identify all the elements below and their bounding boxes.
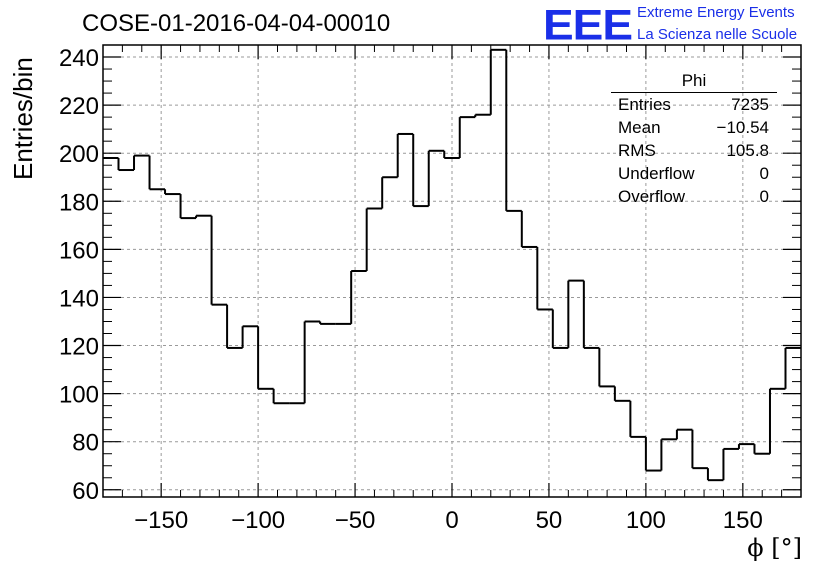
stat-value: 7235 xyxy=(731,95,769,114)
grid-lines xyxy=(103,45,801,497)
x-tick-label: −50 xyxy=(335,507,376,534)
stat-label: Overflow xyxy=(618,187,686,206)
stat-title: Phi xyxy=(611,70,777,93)
stat-label: Underflow xyxy=(618,164,695,183)
stat-label: Mean xyxy=(618,118,661,137)
stat-row-mean: Mean −10.54 xyxy=(611,116,777,139)
y-tick-label: 160 xyxy=(59,237,99,264)
axis-ticks xyxy=(103,44,801,497)
x-tick-label: −100 xyxy=(231,507,285,534)
stat-label: RMS xyxy=(618,141,656,160)
x-tick-label: 0 xyxy=(445,507,458,534)
stat-row-rms: RMS 105.8 xyxy=(611,139,777,162)
x-tick-label: 50 xyxy=(536,507,563,534)
eee-logo: EEE xyxy=(543,0,633,49)
logo-subtitle-line2: La Scienza nelle Scuole xyxy=(637,26,798,43)
x-tick-label: 100 xyxy=(626,507,666,534)
stat-row-overflow: Overflow 0 xyxy=(611,185,777,208)
stat-value: −10.54 xyxy=(716,118,769,137)
x-axis-label: ϕ [°] xyxy=(747,534,802,562)
y-tick-label: 120 xyxy=(59,334,99,361)
logo-subtitle-line1: Extreme Energy Events xyxy=(637,4,795,21)
histogram-series xyxy=(103,48,801,482)
stat-value: 105.8 xyxy=(726,141,769,160)
x-tick-label: 150 xyxy=(723,507,763,534)
y-axis-label: Entries/bin xyxy=(8,57,38,180)
stat-row-entries: Entries 7235 xyxy=(611,93,777,116)
stat-label: Entries xyxy=(618,95,671,114)
y-tick-label: 100 xyxy=(59,382,99,409)
y-tick-label: 180 xyxy=(59,189,99,216)
x-tick-label: −150 xyxy=(134,507,188,534)
y-tick-label: 220 xyxy=(59,93,99,120)
run-title: COSE-01-2016-04-04-00010 xyxy=(82,10,391,37)
stat-value: 0 xyxy=(759,187,769,206)
stat-row-underflow: Underflow 0 xyxy=(611,162,777,185)
y-tick-label: 200 xyxy=(59,141,99,168)
plot-frame xyxy=(102,44,802,498)
y-tick-label: 60 xyxy=(72,478,99,505)
stat-value: 0 xyxy=(759,164,769,183)
y-tick-label: 140 xyxy=(59,285,99,312)
tick-labels: −150 −100 −50 0 50 100 150 60 80 100 120 140 160 180 2… xyxy=(59,45,763,534)
statistics-box: Phi Entries 7235 Mean −10.54 RMS 105.8 U… xyxy=(611,70,777,208)
y-tick-label: 80 xyxy=(72,430,99,457)
y-tick-label: 240 xyxy=(59,45,99,72)
